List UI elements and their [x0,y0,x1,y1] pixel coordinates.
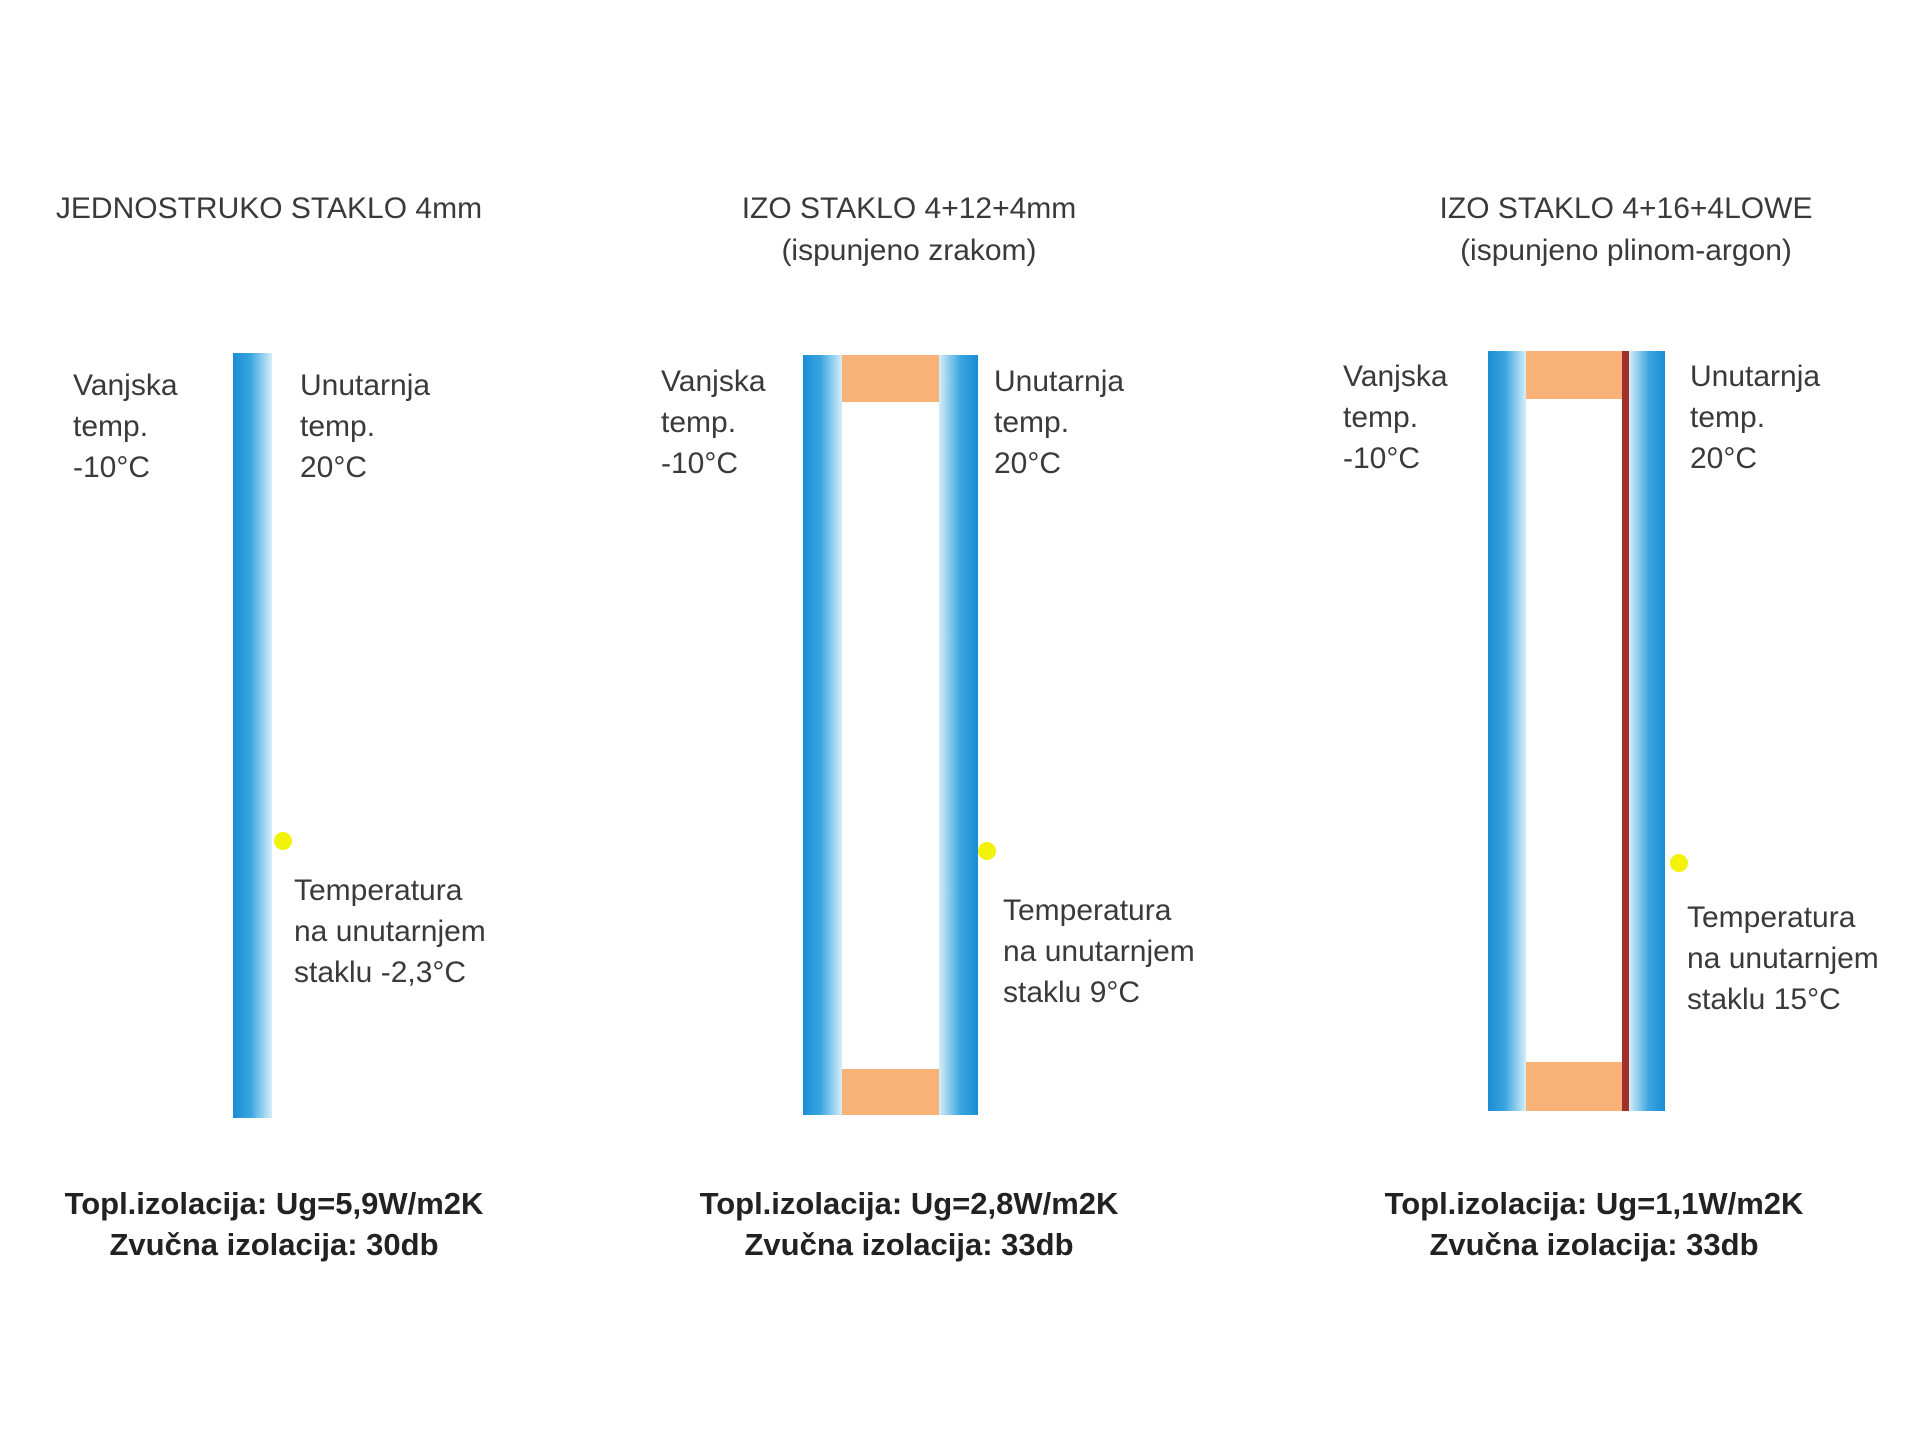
outside-temp-label: -10°C [1343,442,1420,475]
outside-temp-label: Vanjska [1343,360,1448,393]
panel-subtitle: (ispunjeno zrakom) [781,234,1036,267]
outside-temp-label: temp. [73,410,148,443]
inside-temp-label: 20°C [1690,442,1757,475]
glass-pane [803,355,842,1115]
thermal-insulation: Topl.izolacija: Ug=2,8W/m2K [700,1186,1119,1221]
surface-temp-label: na unutarnjem [294,915,486,948]
thermal-insulation: Topl.izolacija: Ug=5,9W/m2K [65,1186,484,1221]
glass-pane [939,355,978,1115]
spacer [1526,1062,1622,1111]
panel-title: IZO STAKLO 4+16+4LOWE [1440,192,1813,225]
outside-temp-label: temp. [1343,401,1418,434]
panel-subtitle: (ispunjeno plinom-argon) [1460,234,1792,267]
inside-temp-label: 20°C [300,451,367,484]
glass-pane [1629,351,1665,1111]
lowe-coating [1622,351,1629,1111]
glass-pane [1488,351,1526,1111]
sound-insulation: Zvučna izolacija: 33db [744,1227,1073,1262]
surface-temp-label: staklu -2,3°C [294,956,466,989]
measure-point [1670,854,1688,872]
measure-point [978,842,996,860]
inside-temp-label: temp. [994,406,1069,439]
glass-pane [233,353,272,1118]
surface-temp-label: staklu 9°C [1003,976,1140,1009]
sound-insulation: Zvučna izolacija: 30db [109,1227,438,1262]
spacer [842,1069,939,1115]
surface-temp-label: Temperatura [1687,901,1856,934]
measure-point [274,832,292,850]
outside-temp-label: Vanjska [661,365,766,398]
inside-temp-label: temp. [1690,401,1765,434]
thermal-insulation: Topl.izolacija: Ug=1,1W/m2K [1385,1186,1804,1221]
surface-temp-label: na unutarnjem [1687,942,1879,975]
outside-temp-label: temp. [661,406,736,439]
inside-temp-label: Unutarnja [1690,360,1820,393]
surface-temp-label: Temperatura [294,874,463,907]
outside-temp-label: -10°C [661,447,738,480]
outside-temp-label: -10°C [73,451,150,484]
surface-temp-label: staklu 15°C [1687,983,1841,1016]
inside-temp-label: Unutarnja [300,369,430,402]
panel-title: IZO STAKLO 4+12+4mm [742,192,1077,225]
panel-title: JEDNOSTRUKO STAKLO 4mm [56,192,482,225]
spacer [842,355,939,402]
inside-temp-label: temp. [300,410,375,443]
inside-temp-label: 20°C [994,447,1061,480]
inside-temp-label: Unutarnja [994,365,1124,398]
surface-temp-label: Temperatura [1003,894,1172,927]
spacer [1526,351,1622,399]
outside-temp-label: Vanjska [73,369,178,402]
surface-temp-label: na unutarnjem [1003,935,1195,968]
sound-insulation: Zvučna izolacija: 33db [1429,1227,1758,1262]
